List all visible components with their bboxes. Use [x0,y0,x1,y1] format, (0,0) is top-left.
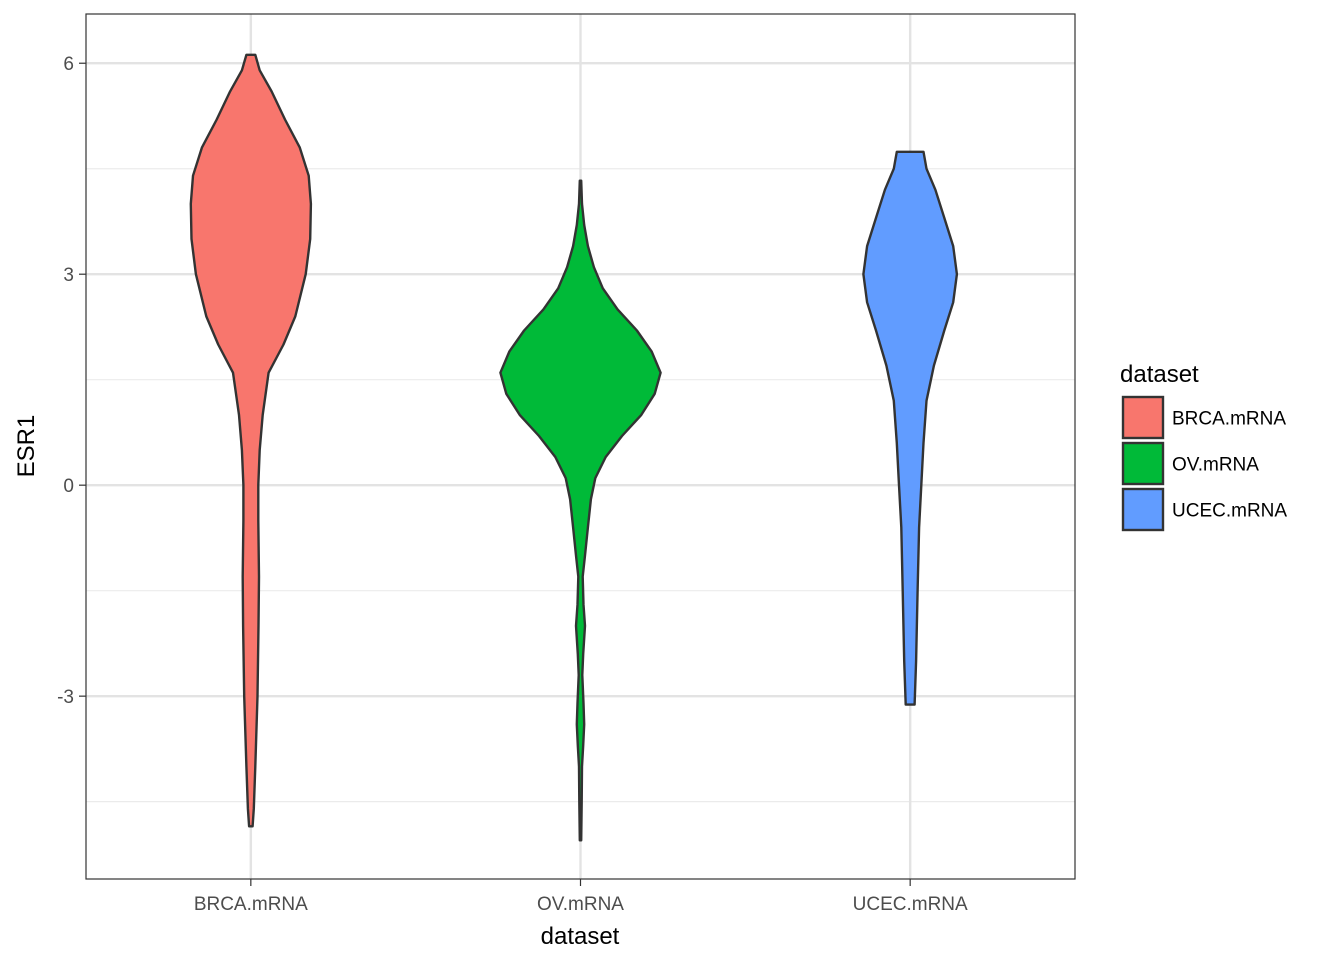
legend-label: BRCA.mRNA [1172,409,1286,430]
legend: dataset BRCA.mRNA OV.mRNA UCEC.mRNA [1120,361,1287,532]
y-tick-label: -3 [57,687,74,708]
legend-label: OV.mRNA [1172,455,1259,476]
x-axis: BRCA.mRNA OV.mRNA UCEC.mRNA [194,879,968,915]
x-axis-title: dataset [541,923,620,950]
y-axis: -3 0 3 6 [57,54,86,708]
y-axis-title: ESR1 [13,415,40,478]
legend-title: dataset [1120,361,1199,388]
legend-swatch [1121,487,1165,532]
legend-swatch [1121,441,1165,486]
violin-ov-mrna [499,179,662,842]
x-tick-label: OV.mRNA [537,894,624,915]
y-tick-label: 0 [63,476,74,497]
legend-swatch [1121,395,1165,440]
y-tick-label: 3 [63,265,74,286]
x-tick-label: BRCA.mRNA [194,894,308,915]
legend-label: UCEC.mRNA [1172,501,1287,522]
violin-brca-mrna [189,53,313,828]
violin-ucec-mrna [862,150,959,706]
y-tick-label: 6 [63,54,74,75]
violin-layer [189,53,959,842]
x-tick-label: UCEC.mRNA [853,894,968,915]
